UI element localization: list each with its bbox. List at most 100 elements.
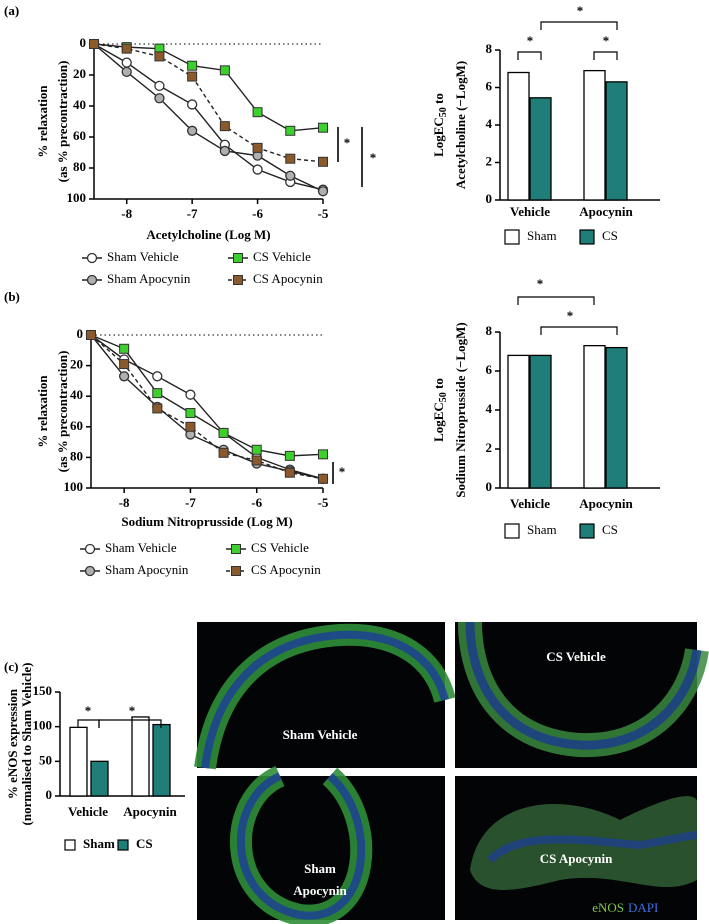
point [119,359,130,370]
point [185,421,196,432]
point [187,71,198,82]
y-tick-label: 2 [486,440,493,455]
bar [69,726,88,797]
point [285,153,296,164]
chart: % relaxation (as % precontraction) 0 20 40 60… [35,326,345,577]
legend-label: Sham [527,228,557,243]
legend-marker [86,274,98,286]
y-axis-label: LogEC50 to [431,93,449,157]
chart: % relaxation (as % precontraction) 0 20 40 60… [35,35,376,286]
y-axis-label: Acetylcholine (−LogM) [453,61,468,189]
y-axis-label: % eNOS expression [5,688,20,799]
micrograph-label: Sham [304,861,336,876]
legend-swatch [64,839,76,851]
legend-marker [84,565,96,577]
y-tick-label: 0 [486,191,493,206]
point [219,65,230,76]
y-tick-label: 60 [73,128,86,143]
significance-label: * [85,703,92,718]
y-axis-label-sub: 50 [438,107,449,117]
y-tick-label: 20 [73,66,86,81]
y-axis-label-part: to [431,378,446,392]
panel-label: (b) [4,289,20,304]
y-axis-label-sub: 50 [438,392,449,402]
significance-bracket [517,51,542,60]
series-line [93,43,324,192]
legend-label: Sham Apocynin [107,271,191,286]
legend-marker [86,252,98,264]
point [252,164,263,175]
x-tick-label: -5 [318,206,329,221]
bar [529,354,552,489]
legend-label: Sham [83,836,115,851]
point [219,145,231,157]
panel-label: (a) [4,3,19,18]
panel-label: (c) [4,659,18,674]
bar [131,716,150,797]
micrograph-label: Sham Vehicle [283,727,358,742]
x-tick-label: -5 [318,495,329,510]
point [89,39,99,49]
point [86,330,96,340]
x-tick-label: Apocynin [123,804,177,819]
point [317,186,329,197]
point [152,371,163,382]
legend-label: CS Vehicle [251,540,309,555]
series-line [90,334,324,480]
legend-label: CS Apocynin [251,562,321,577]
y-axis-label: Sodium Nitroprusside (−LogM) [453,322,468,497]
point [318,449,328,460]
y-axis-label: (as % precontraction) [55,351,70,473]
legend-label: CS Apocynin [253,271,323,286]
legend-label: Sham Vehicle [107,249,179,264]
y-tick-label: 0 [77,326,84,341]
y-tick-label: 50 [39,752,52,767]
legend-marker [233,275,243,285]
point [118,371,130,382]
point [121,57,132,68]
legend-label: Sham Vehicle [105,540,177,555]
legend-swatch [117,839,129,851]
point [154,51,165,62]
point [284,467,295,478]
significance-label: * [567,308,574,323]
point [252,142,263,153]
legend-label: CS [602,522,618,537]
y-axis-label: (normalised to Sham Vehicle) [19,663,34,826]
point [119,343,130,354]
point [185,408,196,419]
chart: % eNOS expression (normalised to Sham Veh… [5,663,185,851]
legend-label: CS [602,228,618,243]
significance-label: * [344,135,351,150]
bar [507,71,530,201]
legend-swatch [579,523,595,539]
significance-label: * [339,464,346,479]
bar [605,81,628,201]
significance-label: * [603,33,610,48]
point [318,156,328,167]
micrograph [194,621,709,924]
y-axis-label-part: to [431,93,446,107]
x-tick-label: Vehicle [510,204,550,219]
legend-label: Sham Apocynin [105,562,189,577]
chart: LogEC50 to Acetylcholine (−LogM) 0 2 4 6 8 Vehi… [431,3,660,245]
significance-label: * [577,3,584,18]
bar [583,69,606,201]
point [121,43,132,54]
point [187,60,198,71]
x-tick-label: Apocynin [579,496,633,511]
point [251,444,262,455]
significance-bracket [517,296,595,305]
y-tick-label: 60 [70,418,83,433]
point [285,170,296,181]
point [285,125,296,136]
y-tick-label: 40 [70,387,83,402]
chart: LogEC50 to Sodium Nitroprusside (−LogM) 0 2… [431,276,660,539]
significance-bracket [593,51,618,60]
legend-swatch [504,229,520,245]
y-tick-label: 0 [80,35,87,50]
bar [583,344,606,489]
y-tick-label: 0 [486,479,493,494]
x-tick-label: Vehicle [510,496,550,511]
y-tick-label: 0 [46,787,53,802]
